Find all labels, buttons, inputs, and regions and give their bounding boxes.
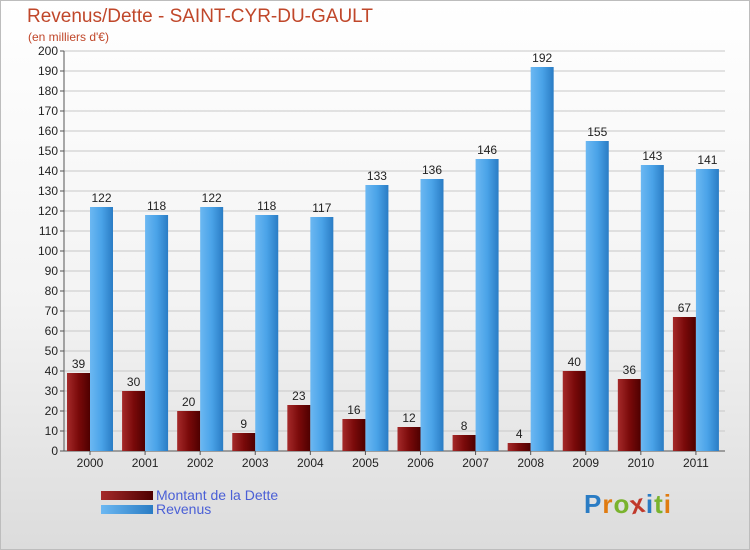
x-tick-label: 2003 xyxy=(242,456,269,470)
x-tick-label: 2006 xyxy=(407,456,434,470)
data-label-dette: 8 xyxy=(461,419,468,433)
y-tick-label: 40 xyxy=(45,364,59,378)
y-tick-label: 180 xyxy=(38,84,58,98)
legend-label-revenus: Revenus xyxy=(156,501,212,517)
y-tick-label: 50 xyxy=(45,344,59,358)
bar-dette xyxy=(342,419,366,451)
y-tick-label: 80 xyxy=(45,284,59,298)
bar-dette xyxy=(617,379,641,451)
y-tick-label: 10 xyxy=(45,424,59,438)
data-label-revenus: 118 xyxy=(257,199,276,213)
data-label-revenus: 136 xyxy=(422,163,442,177)
legend-label-dette: Montant de la Dette xyxy=(156,487,279,503)
data-label-dette: 12 xyxy=(402,411,416,425)
data-label-dette: 30 xyxy=(127,375,141,389)
bar-dette xyxy=(672,317,696,451)
bar-revenus xyxy=(310,217,334,451)
data-label-dette: 39 xyxy=(72,357,86,371)
x-tick-label: 2004 xyxy=(297,456,324,470)
y-tick-label: 20 xyxy=(45,404,59,418)
y-tick-label: 110 xyxy=(39,224,58,238)
data-label-dette: 23 xyxy=(292,389,306,403)
y-tick-label: 0 xyxy=(51,444,58,458)
y-tick-label: 60 xyxy=(45,324,59,338)
x-tick-label: 2009 xyxy=(572,456,599,470)
data-label-revenus: 155 xyxy=(587,125,607,139)
y-tick-label: 90 xyxy=(45,264,59,278)
bar-revenus xyxy=(365,185,389,451)
bar-revenus xyxy=(475,159,499,451)
data-label-revenus: 143 xyxy=(642,149,662,163)
bar-revenus xyxy=(530,67,554,451)
y-tick-label: 130 xyxy=(38,184,58,198)
legend-item-revenus: Revenus xyxy=(101,501,211,517)
data-label-dette: 9 xyxy=(240,417,247,431)
data-label-revenus: 122 xyxy=(91,191,111,205)
data-label-revenus: 117 xyxy=(312,201,331,215)
bar-dette xyxy=(122,391,146,451)
bar-dette xyxy=(67,373,90,451)
x-tick-label: 2005 xyxy=(352,456,379,470)
y-tick-label: 140 xyxy=(38,164,58,178)
bar-revenus xyxy=(255,215,279,451)
x-tick-label: 2008 xyxy=(517,456,544,470)
data-label-revenus: 122 xyxy=(202,191,222,205)
legend-swatch-dette xyxy=(101,490,153,500)
bar-revenus xyxy=(420,179,444,451)
data-label-revenus: 192 xyxy=(532,51,552,65)
y-tick-label: 160 xyxy=(38,124,58,138)
data-label-dette: 20 xyxy=(182,395,196,409)
chart-subtitle: (en milliers d'€) xyxy=(28,30,109,44)
x-tick-label: 2011 xyxy=(683,456,709,470)
bar-dette xyxy=(287,405,311,451)
data-label-dette: 67 xyxy=(678,301,692,315)
bar-dette xyxy=(177,411,201,451)
legend-item-dette: Montant de la Dette xyxy=(101,487,278,503)
x-tick-label: 2010 xyxy=(627,456,654,470)
x-tick-label: 2007 xyxy=(462,456,489,470)
data-label-dette: 36 xyxy=(623,363,637,377)
data-label-dette: 40 xyxy=(568,355,582,369)
y-tick-label: 120 xyxy=(38,204,58,218)
bar-dette xyxy=(397,427,421,451)
y-tick-label: 190 xyxy=(38,64,58,78)
bar-revenus xyxy=(145,215,169,451)
data-label-revenus: 141 xyxy=(697,153,717,167)
proxiti-logo: Proxiti xyxy=(584,487,672,521)
data-label-dette: 16 xyxy=(347,403,361,417)
legend-swatch-revenus xyxy=(101,504,153,514)
data-label-revenus: 118 xyxy=(147,199,166,213)
bar-dette xyxy=(232,433,256,451)
bar-revenus xyxy=(585,141,609,451)
y-tick-label: 70 xyxy=(45,304,59,318)
bar-dette xyxy=(507,443,531,451)
bar-dette xyxy=(452,435,476,451)
bar-revenus xyxy=(640,165,664,451)
x-tick-label: 2000 xyxy=(77,456,104,470)
data-label-dette: 4 xyxy=(516,427,523,441)
bar-revenus xyxy=(90,207,113,451)
x-tick-label: 2002 xyxy=(187,456,214,470)
chart-title: Revenus/Dette - SAINT-CYR-DU-GAULT xyxy=(27,6,373,27)
y-tick-label: 30 xyxy=(45,384,59,398)
y-tick-label: 200 xyxy=(38,44,58,58)
x-tick-label: 2001 xyxy=(132,456,159,470)
y-tick-label: 150 xyxy=(38,144,58,158)
y-tick-label: 100 xyxy=(38,244,58,258)
bar-revenus xyxy=(200,207,224,451)
bar-revenus xyxy=(695,169,719,451)
data-label-revenus: 146 xyxy=(477,143,497,157)
data-label-revenus: 133 xyxy=(367,169,387,183)
bar-dette xyxy=(562,371,586,451)
y-tick-label: 170 xyxy=(38,104,58,118)
